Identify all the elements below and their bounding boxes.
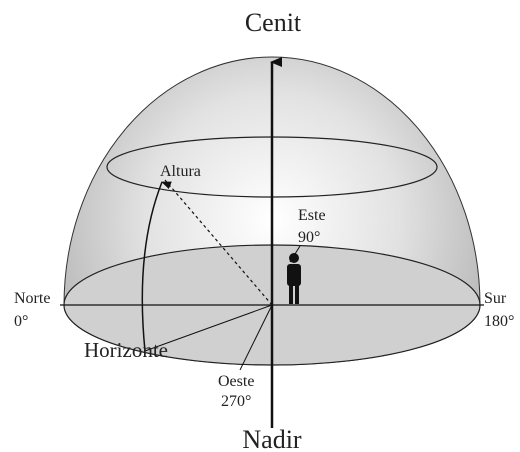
- east-label: Este: [298, 207, 326, 224]
- west-label: Oeste: [218, 373, 254, 390]
- altitude-arc: [141, 181, 172, 352]
- east-degrees: 90°: [298, 229, 320, 246]
- south-label: Sur: [484, 290, 507, 307]
- horizon-label: Horizonte: [84, 338, 168, 362]
- north-degrees: 0°: [14, 313, 28, 330]
- zenith-label: Cenit: [245, 8, 302, 37]
- south-degrees: 180°: [484, 313, 514, 330]
- nadir-label: Nadir: [242, 425, 302, 452]
- west-degrees: 270°: [221, 393, 251, 410]
- west-line: [239, 304, 273, 371]
- horizon-line: [144, 304, 273, 352]
- altitude-label: Altura: [160, 163, 201, 180]
- north-label: Norte: [14, 290, 50, 307]
- observer: [287, 253, 301, 304]
